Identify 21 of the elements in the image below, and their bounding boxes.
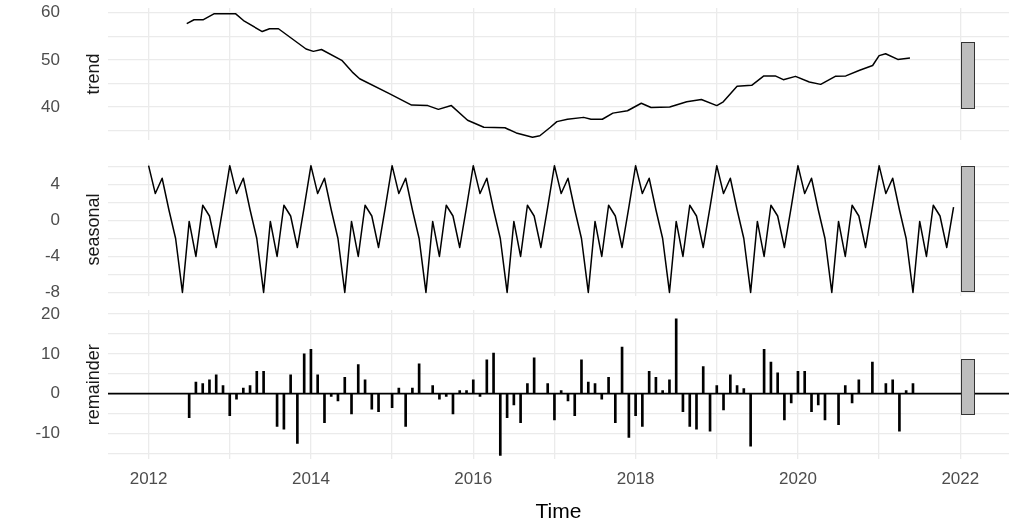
y-tick-label: 0 [50,383,60,403]
x-tick-label: 2012 [129,469,168,489]
y-tick-label: 0 [50,210,60,230]
y-tick-label: 4 [50,174,60,194]
y-tick-label: 60 [41,2,60,22]
y-tick-label: -4 [44,246,60,266]
y-tick-label: -8 [44,282,60,302]
x-tick-label: 2018 [616,469,655,489]
x-tick-label: 2020 [779,469,817,489]
x-tick-label: 2016 [454,469,493,489]
x-tick-label: 2014 [292,469,330,489]
y-tick-label: 40 [41,96,60,116]
x-axis-title: Time [535,499,582,523]
y-axis-title: seasonal [82,193,103,266]
y-tick-label: 50 [41,49,60,69]
y-tick-label: 10 [41,343,60,363]
y-axis-title: trend [82,53,103,95]
y-tick-label: -10 [35,423,60,443]
y-tick-label: 20 [41,303,60,323]
y-axis-title: remainder [82,344,103,426]
x-tick-label: 2022 [941,469,980,489]
